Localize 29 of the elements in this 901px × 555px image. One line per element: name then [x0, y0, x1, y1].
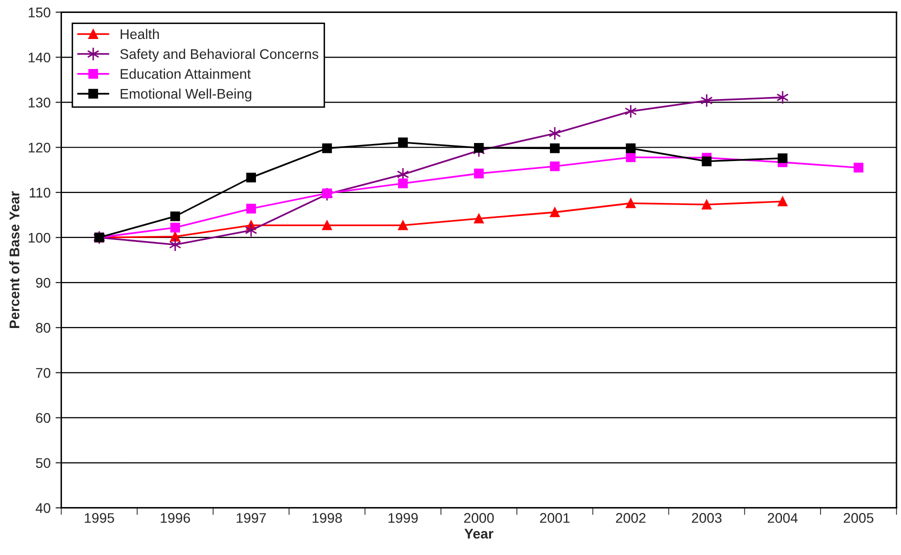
y-tick-label: 70 — [36, 368, 50, 378]
legend-label: Emotional Well-Being — [120, 88, 252, 102]
y-tick-label: 110 — [30, 188, 50, 198]
y-tick-label: 80 — [36, 322, 50, 333]
legend-label: Health — [120, 28, 159, 40]
x-axis-title: Year — [464, 528, 494, 539]
y-tick-label: 130 — [28, 98, 50, 108]
x-tick-label: 2003 — [692, 513, 722, 523]
x-tick-label: 1998 — [312, 513, 342, 523]
y-axis-title: Percent of Base Year — [9, 191, 20, 328]
legend-label: Education Attainment — [120, 68, 251, 79]
y-tick-label: 150 — [28, 8, 50, 18]
x-tick-label: 1996 — [160, 513, 190, 523]
y-tick-label: 50 — [36, 458, 50, 468]
y-tick-label: 60 — [36, 413, 50, 423]
x-tick-label: 2004 — [768, 513, 798, 523]
x-tick-label: 2001 — [540, 513, 570, 523]
y-tick-label: 120 — [28, 142, 50, 153]
x-tick-label: 2002 — [616, 513, 646, 523]
y-tick-label: 40 — [36, 503, 50, 513]
y-tick-label: 140 — [28, 52, 50, 62]
x-tick-label: 1999 — [388, 513, 418, 523]
x-tick-label: 1997 — [236, 513, 266, 523]
y-tick-label: 100 — [28, 232, 50, 243]
legend-label: Safety and Behavioral Concerns — [120, 48, 318, 62]
y-tick-label: 90 — [36, 278, 50, 288]
x-tick-label: 1995 — [84, 513, 114, 523]
x-tick-label: 2005 — [844, 513, 874, 523]
x-tick-label: 2000 — [464, 513, 494, 523]
